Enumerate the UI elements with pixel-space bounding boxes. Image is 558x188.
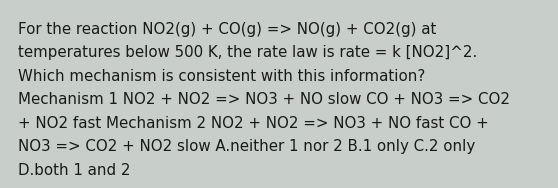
Text: NO3 => CO2 + NO2 slow A.neither 1 nor 2 B.1 only C.2 only: NO3 => CO2 + NO2 slow A.neither 1 nor 2 …	[18, 139, 475, 155]
Text: + NO2 fast Mechanism 2 NO2 + NO2 => NO3 + NO fast CO +: + NO2 fast Mechanism 2 NO2 + NO2 => NO3 …	[18, 116, 489, 131]
Text: Mechanism 1 NO2 + NO2 => NO3 + NO slow CO + NO3 => CO2: Mechanism 1 NO2 + NO2 => NO3 + NO slow C…	[18, 92, 510, 108]
Text: For the reaction NO2(g) + CO(g) => NO(g) + CO2(g) at: For the reaction NO2(g) + CO(g) => NO(g)…	[18, 22, 436, 37]
Text: D.both 1 and 2: D.both 1 and 2	[18, 163, 131, 178]
Text: Which mechanism is consistent with this information?: Which mechanism is consistent with this …	[18, 69, 425, 84]
Text: temperatures below 500 K, the rate law is rate = k [NO2]^2.: temperatures below 500 K, the rate law i…	[18, 45, 477, 61]
